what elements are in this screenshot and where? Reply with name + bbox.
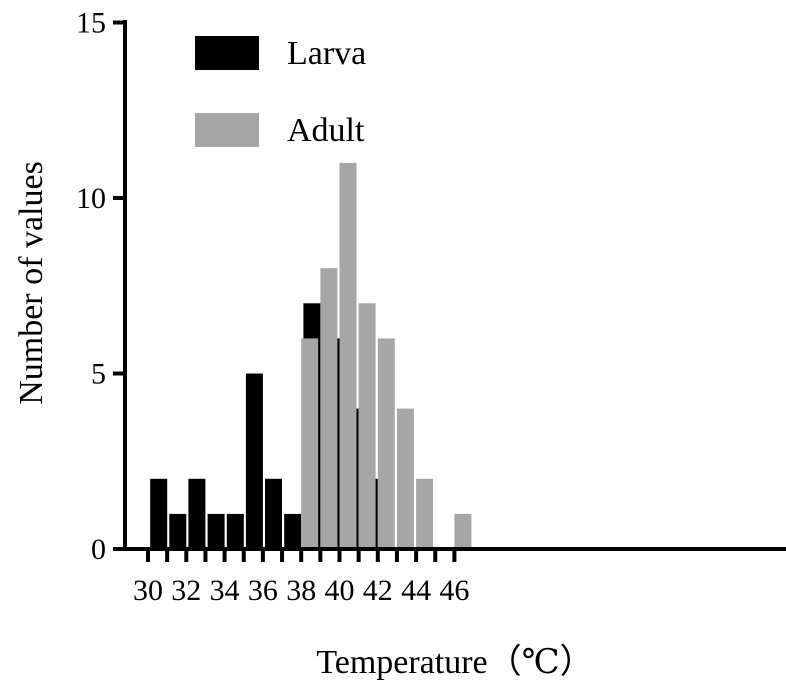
x-tick-label: 40 [325,574,355,607]
bar-larva-32 [169,513,187,549]
x-tick-label: 44 [401,574,431,607]
legend-label-larva: Larva [287,35,366,72]
y-tick-label: 5 [91,358,106,391]
legend-swatch-larva [195,36,259,70]
x-ticks: 30 32 34 36 38 40 42 44 46 [133,549,469,607]
legend-label-adult: Adult [287,112,365,149]
y-tick-label: 15 [76,7,106,40]
axes-layer [123,20,786,551]
bar-larva-34 [207,513,225,549]
bar-adult-38 [301,338,319,549]
bar-adult-41 [358,303,376,549]
bar-adult-44 [416,478,434,549]
bar-adult-43 [396,408,414,549]
bar-larva-35 [226,513,244,549]
bar-adult-42 [377,338,395,549]
bar-adult-39 [320,268,338,549]
x-tick-label: 46 [439,574,469,607]
y-ticks: 0 5 10 15 [76,7,125,566]
x-tick-label: 30 [133,574,163,607]
bar-larva-33 [188,478,206,549]
legend: Larva Adult [195,35,366,149]
bar-larva-38 [284,513,302,549]
bar-larva-36 [245,373,263,549]
bar-larva-37 [265,478,282,549]
y-axis-title: Number of values [13,161,50,405]
x-tick-label: 32 [171,574,201,607]
x-tick-label: 34 [210,574,240,607]
x-axis-title: Temperature（℃） [316,643,593,680]
x-tick-label: 42 [363,574,393,607]
x-tick-label: 38 [286,574,316,607]
bar-adult-46 [454,513,472,549]
y-tick-label: 0 [91,533,106,566]
legend-swatch-adult [195,113,259,147]
bar-larva-31 [150,478,168,549]
bar-adult-40 [339,162,357,549]
x-tick-label: 36 [248,574,278,607]
y-tick-label: 10 [76,182,106,215]
bars-layer [150,162,472,549]
